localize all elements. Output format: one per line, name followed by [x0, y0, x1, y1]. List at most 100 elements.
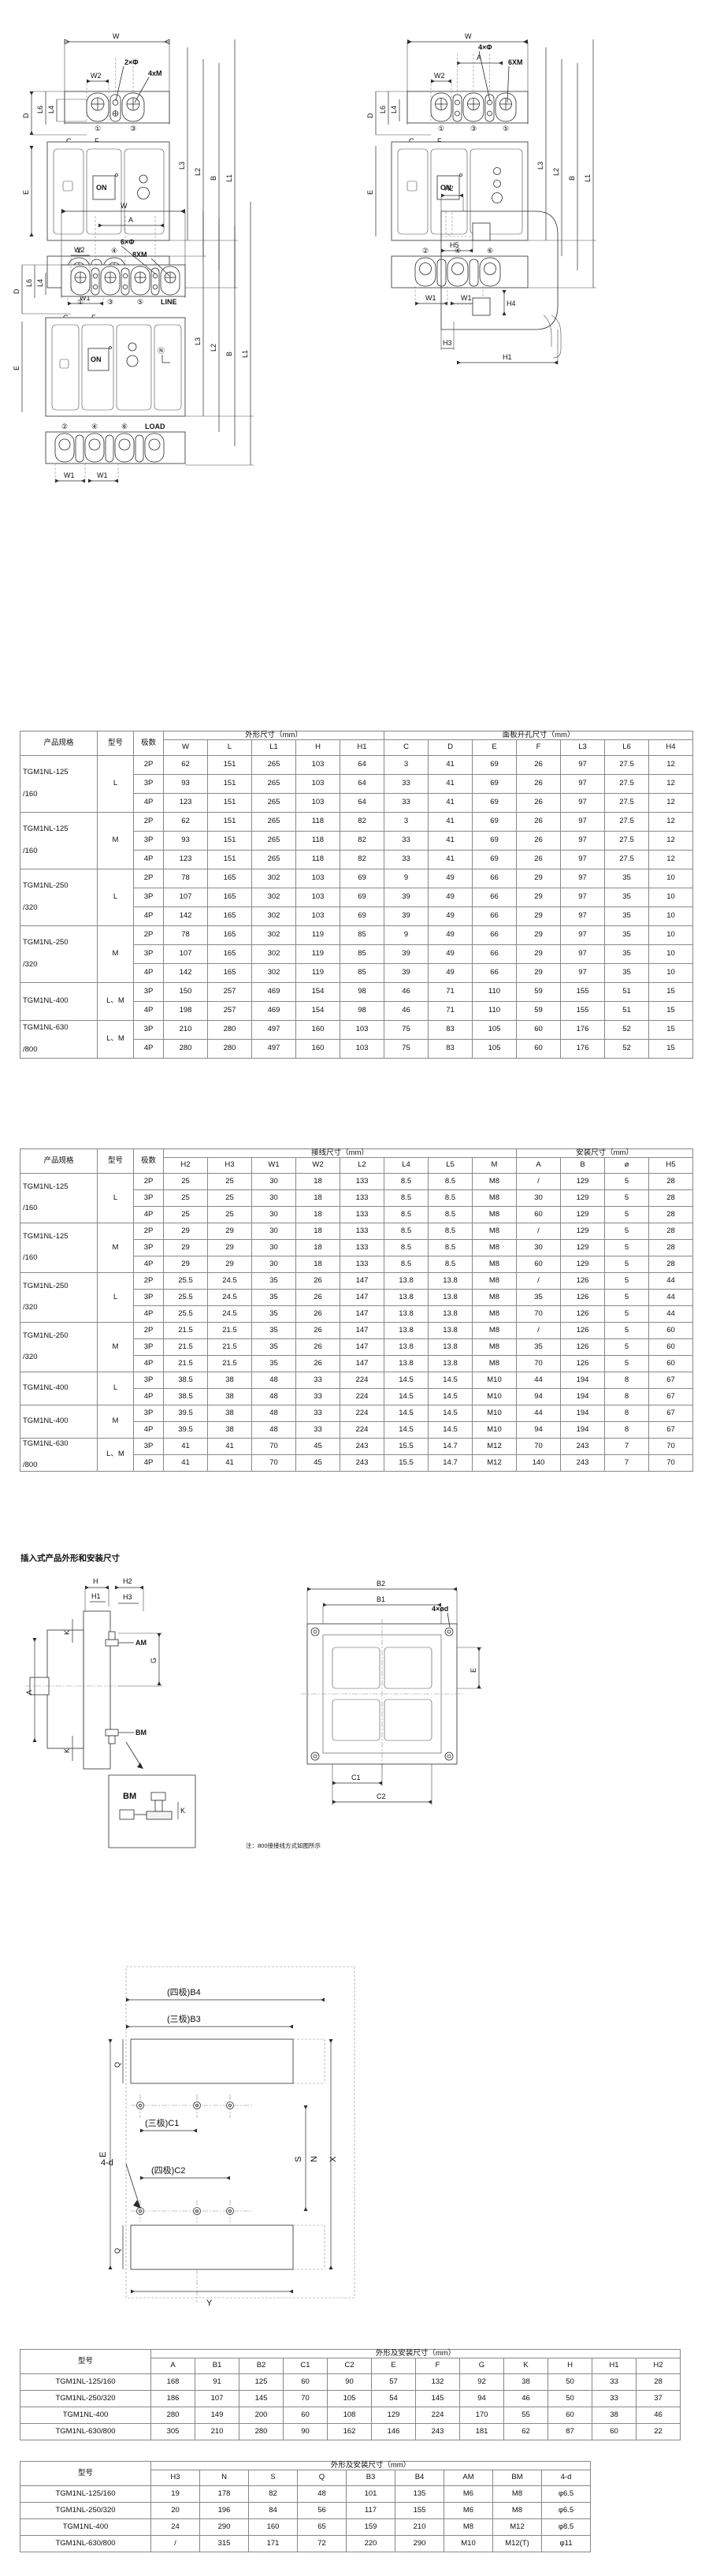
cell-value: 123: [163, 849, 208, 869]
cell-poles: 4P: [133, 1038, 164, 1059]
cell-product-spec: TGM1NL-250 /320: [20, 925, 98, 983]
cell-value: 119: [295, 925, 340, 945]
cell-value: 5: [604, 1205, 649, 1223]
cell-value: 39: [384, 887, 429, 907]
cell-value: 146: [371, 2422, 416, 2440]
cell-value: 97: [560, 887, 605, 907]
cell-model: TGM1NL-630/800: [20, 2534, 151, 2552]
cell-value: 18: [295, 1255, 340, 1273]
table-row: TGM1NL-630/800/315 171 72 220 290 M10 M12(T) φ1…: [20, 2534, 591, 2552]
label-C: C: [409, 137, 414, 145]
cell-value: 25: [207, 1172, 252, 1190]
cell-value: 302: [251, 944, 296, 964]
cell-value: 60: [516, 1038, 561, 1059]
cell-poles: 3P: [133, 1404, 164, 1422]
cell-value: 155: [395, 2501, 444, 2519]
cell-value: 41: [428, 830, 473, 851]
th-group-panel: 面板开孔尺寸（mm）: [384, 731, 693, 740]
label-E: E: [470, 1668, 477, 1673]
cell-value: 25: [163, 1205, 208, 1223]
th-col-C1: C1: [283, 2357, 328, 2374]
cell-value: 46: [636, 2406, 681, 2424]
cell-value: 151: [207, 773, 252, 794]
cell-value: 13.8: [384, 1271, 429, 1290]
cell-value: 64: [340, 773, 384, 794]
cell-value: 12: [648, 830, 693, 851]
cell-value: 14.5: [428, 1387, 473, 1405]
cell-value: 18: [295, 1189, 340, 1207]
cell-value: 497: [251, 1038, 296, 1059]
cell-value: 105: [472, 1038, 517, 1059]
th-col-A: A: [150, 2357, 195, 2374]
cell-value: 35: [251, 1305, 296, 1323]
label-holes-4d: 4×ød: [432, 1605, 448, 1613]
label-four-pole-B4: (四极)B4: [167, 1986, 201, 1997]
cell-value: M8: [472, 1271, 517, 1290]
label-C2: C2: [377, 1792, 386, 1800]
cell-value: 210: [195, 2422, 239, 2440]
cell-value: 145: [415, 2389, 460, 2407]
cell-value: 118: [295, 830, 340, 851]
cell-value: 30: [516, 1238, 561, 1256]
cell-value: 33: [384, 792, 429, 813]
cell-value: 13.8: [428, 1305, 473, 1323]
label-D: D: [13, 288, 20, 294]
drawing-side-profile: H2 H5 H4 H3 H1: [425, 180, 693, 385]
cell-value: 35: [251, 1321, 296, 1339]
cell-value: M12: [472, 1454, 517, 1472]
cell-value: 82: [340, 830, 384, 851]
cell-value: 35: [604, 962, 649, 983]
cell-value: 10: [648, 868, 693, 888]
label-load: LOAD: [145, 423, 165, 430]
cell-value: 41: [163, 1437, 208, 1455]
cell-value: 38: [207, 1420, 252, 1439]
label-pole-3: ③: [130, 125, 136, 132]
cell-value: 50: [548, 2373, 592, 2391]
cell-value: 15: [648, 1038, 693, 1059]
cell-poles: 3P: [133, 981, 164, 1002]
cell-value: 26: [295, 1354, 340, 1372]
label-AM: AM: [135, 1639, 147, 1647]
cell-value: 52: [604, 1038, 649, 1059]
cell-value: 147: [340, 1305, 384, 1323]
bolt-AM: AM: [105, 1631, 147, 1647]
cell-value: 9: [384, 925, 429, 945]
cell-value: 70: [648, 1454, 693, 1472]
cell-value: 35: [604, 906, 649, 926]
cell-value: 48: [251, 1387, 296, 1405]
label-Q: Q: [113, 2062, 121, 2068]
cell-value: 27.5: [604, 849, 649, 869]
cell-value: 62: [503, 2422, 548, 2440]
cell-value: 19: [150, 2485, 200, 2503]
cell-value: 18: [295, 1205, 340, 1223]
cell-value: 265: [251, 773, 296, 794]
label-holes-4: 4×Φ: [478, 43, 492, 51]
cell-value: 33: [592, 2389, 637, 2407]
th-col-H3: H3: [150, 2469, 200, 2486]
cell-value: 35: [516, 1338, 561, 1356]
cell-value: 15: [648, 1019, 693, 1040]
th-col-L6: L6: [604, 739, 649, 756]
cell-value: 5: [604, 1288, 649, 1306]
label-pole-2: ②: [422, 247, 429, 255]
cell-model: TGM1NL-250/320: [20, 2389, 151, 2407]
cell-model: M: [97, 1222, 134, 1273]
cell-value: 67: [648, 1404, 693, 1422]
cell-model: L: [97, 868, 134, 926]
th-col-S: S: [248, 2469, 298, 2486]
cell-value: 194: [560, 1371, 605, 1389]
cell-product-spec: TGM1NL-630 /800: [20, 1437, 98, 1472]
th-poles: 极数: [133, 731, 164, 756]
cell-value: 33: [295, 1420, 340, 1439]
cell-value: 12: [648, 811, 693, 832]
label-K: K: [63, 1748, 71, 1753]
cell-model: L、M: [97, 1437, 134, 1472]
cell-value: 82: [340, 811, 384, 832]
cell-value: 25.5: [163, 1305, 208, 1323]
table-row: 3P 93 151 265 103 64 33 41 69 26 97 27.5 12: [20, 773, 693, 794]
label-screw-6XM: 6XM: [508, 58, 523, 66]
cell-value: 8.5: [384, 1222, 429, 1240]
cell-value: 13.8: [428, 1288, 473, 1306]
cell-product-spec: TGM1NL-125 /160: [20, 811, 98, 869]
cell-value: 64: [340, 792, 384, 813]
